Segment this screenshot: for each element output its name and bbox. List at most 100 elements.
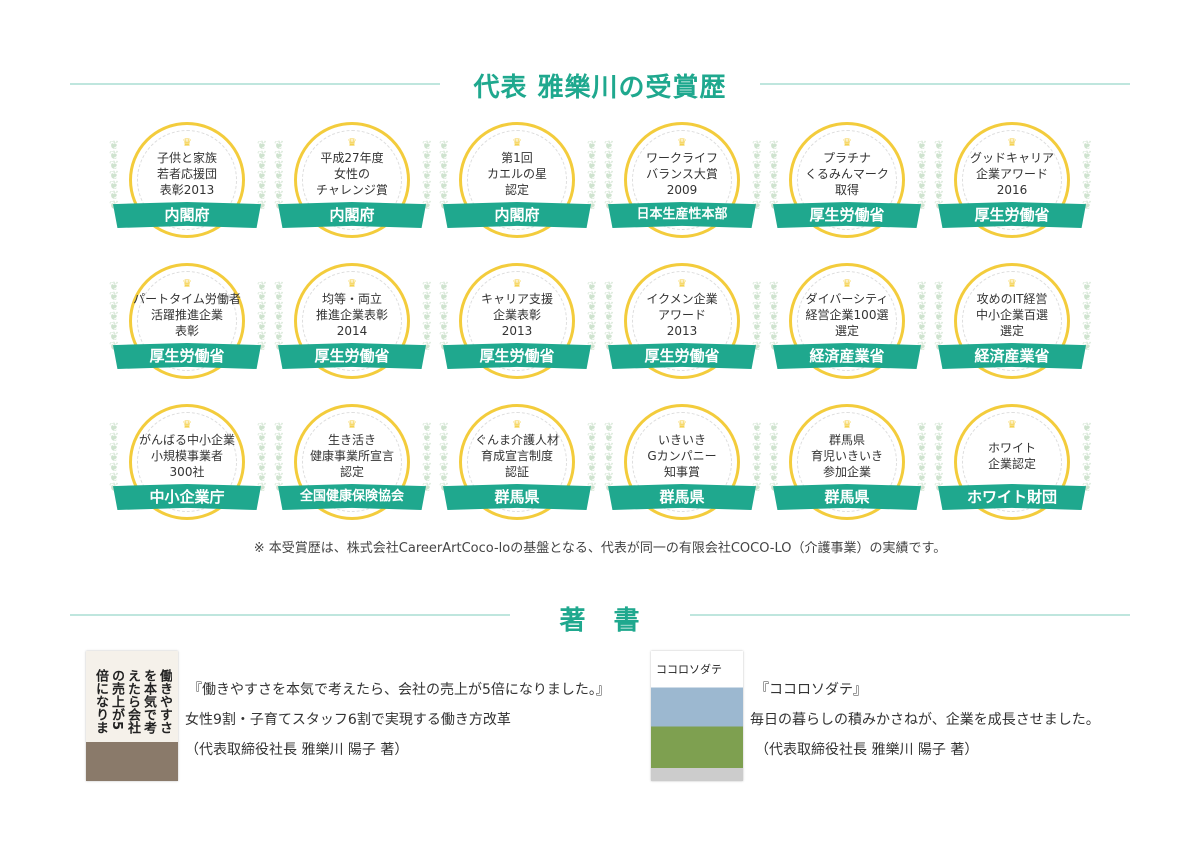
award-line: Gカンパニー	[647, 449, 717, 463]
award-line: 2009	[666, 183, 698, 197]
laurel-right-icon: ❦ ❦ ❦ ❦ ❦ ❦ ❦	[421, 279, 432, 353]
badge-inner-ring	[797, 271, 897, 371]
award-issuer: 厚生労働省	[278, 343, 426, 369]
award-line: アワード	[657, 308, 706, 322]
award-issuer: 経済産業省	[938, 343, 1086, 369]
award-line: 表彰2013	[159, 183, 215, 197]
award-line: 2014	[336, 324, 368, 338]
award-line: 育成宣言制度	[480, 449, 553, 463]
award-line: 参加企業	[822, 465, 871, 479]
award-issuer: 群馬県	[443, 484, 591, 510]
award-issuer: 厚生労働省	[938, 202, 1086, 228]
award-issuer: 厚生労働省	[608, 343, 756, 369]
award-line: 女性の	[333, 167, 370, 181]
award-name: キャリア支援 企業表彰 2013	[451, 291, 583, 339]
book-1-subtitle: 女性9割・子育てスタッフ6割で実現する働き方改革	[185, 712, 511, 728]
award-name: 攻めのIT経営 中小企業百選 選定	[946, 291, 1078, 339]
badge-inner-ring	[302, 271, 402, 371]
badge-inner-ring	[962, 412, 1062, 512]
laurel-right-icon: ❦ ❦ ❦ ❦ ❦ ❦ ❦	[1081, 138, 1092, 212]
award-line: 認定	[504, 183, 529, 197]
laurel-right-icon: ❦ ❦ ❦ ❦ ❦ ❦ ❦	[256, 279, 267, 353]
award-line: 経営企業100選	[805, 308, 889, 322]
laurel-right-icon: ❦ ❦ ❦ ❦ ❦ ❦ ❦	[256, 138, 267, 212]
badge-inner-ring	[137, 271, 237, 371]
crown-icon: ♛	[677, 277, 687, 290]
award-line: ぐんま介護人材	[474, 433, 559, 447]
crown-icon: ♛	[677, 418, 687, 431]
award-issuer: 内閣府	[278, 202, 426, 228]
award-line: 2013	[666, 324, 698, 338]
award-line: 育児いきいき	[810, 449, 883, 463]
book-2-title: 『ココロソダテ』	[755, 682, 867, 698]
award-issuer: 群馬県	[608, 484, 756, 510]
crown-icon: ♛	[182, 277, 192, 290]
award-line: 均等・両立	[321, 292, 382, 306]
award-line: 小規模事業者	[150, 449, 223, 463]
award-line: 知事賞	[663, 465, 700, 479]
award-line: ワークライフ	[645, 151, 718, 165]
award-name: 第1回カエルの星認定	[451, 150, 583, 198]
books-rule-left	[70, 614, 510, 616]
award-line: 認定	[339, 465, 364, 479]
award-line: 群馬県	[828, 433, 865, 447]
award-line: パートタイム労働者	[133, 292, 241, 306]
award-name: 生き活き 健康事業所宣言 認定	[286, 432, 418, 480]
crown-icon: ♛	[1007, 418, 1017, 431]
award-line: 健康事業所宣言	[309, 449, 394, 463]
laurel-right-icon: ❦ ❦ ❦ ❦ ❦ ❦ ❦	[586, 279, 597, 353]
award-line: ダイバーシティ	[805, 292, 889, 306]
book-2-author: （代表取締役社長 雅樂川 陽子 著）	[755, 742, 979, 758]
badge-inner-ring	[467, 412, 567, 512]
crown-icon: ♛	[347, 136, 357, 149]
crown-icon: ♛	[347, 277, 357, 290]
crown-icon: ♛	[1007, 136, 1017, 149]
award-name: 子供と家族若者応援団表彰2013	[121, 150, 253, 198]
award-line: 2013	[501, 324, 533, 338]
award-line: 第1回	[501, 151, 533, 165]
award-name: 平成27年度 女性の チャレンジ賞	[286, 150, 418, 198]
award-name: ホワイト 企業認定	[946, 440, 1078, 472]
crown-icon: ♛	[1007, 277, 1017, 290]
award-line: 認証	[504, 465, 529, 479]
award-line: 子供と家族	[156, 151, 217, 165]
award-name: プラチナ くるみんマーク 取得	[781, 150, 913, 198]
book-cover-1[interactable]: 働きやすさを本気で考えたら会社の売上が5倍になりました	[86, 651, 178, 781]
badge-inner-ring	[962, 130, 1062, 230]
crown-icon: ♛	[842, 277, 852, 290]
award-name: 群馬県育児いきいき 参加企業	[781, 432, 913, 480]
crown-icon: ♛	[842, 418, 852, 431]
crown-icon: ♛	[512, 418, 522, 431]
title-rule-left	[70, 83, 440, 85]
award-name: 均等・両立 推進企業表彰 2014	[286, 291, 418, 339]
badge-inner-ring	[797, 412, 897, 512]
laurel-right-icon: ❦ ❦ ❦ ❦ ❦ ❦ ❦	[751, 138, 762, 212]
award-name: イクメン企業 アワード 2013	[616, 291, 748, 339]
award-name: ダイバーシティ 経営企業100選 選定	[781, 291, 913, 339]
award-line: カエルの星	[486, 167, 547, 181]
award-issuer: 厚生労働省	[113, 343, 261, 369]
award-issuer: 厚生労働省	[773, 202, 921, 228]
award-line: 企業認定	[987, 457, 1036, 471]
award-line: 若者応援団	[156, 167, 217, 181]
book-cover-2[interactable]: ココロソダテ	[651, 651, 743, 781]
book-cover-2-text: ココロソダテ	[656, 663, 722, 676]
award-issuer: 日本生産性本部	[608, 202, 756, 228]
award-line: バランス大賞	[646, 167, 718, 181]
book-cover-1-text: 働きやすさを本気で考えたら会社の売上が5倍になりました	[94, 669, 172, 734]
badge-inner-ring	[467, 271, 567, 371]
award-line: 選定	[834, 324, 859, 338]
book-2-subtitle: 毎日の暮らしの積みかさねが、企業を成長させました。	[750, 712, 1100, 728]
award-line: がんばる中小企業	[138, 433, 235, 447]
award-line: チャレンジ賞	[316, 183, 388, 197]
award-name: パートタイム労働者 活躍推進企業 表彰	[121, 291, 253, 339]
books-rule-right	[690, 614, 1130, 616]
crown-icon: ♛	[842, 136, 852, 149]
award-issuer: 厚生労働省	[443, 343, 591, 369]
